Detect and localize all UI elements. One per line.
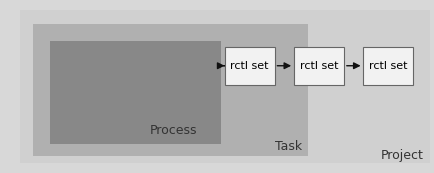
Text: Process: Process [150,124,197,137]
Text: rctl set: rctl set [230,61,269,71]
Bar [225,47,274,85]
Text: rctl set: rctl set [369,61,408,71]
Text: Task: Task [274,140,302,153]
Text: rctl set: rctl set [300,61,338,71]
Bar [294,47,344,85]
Bar [50,41,221,144]
Bar [33,24,308,156]
Text: Project: Project [380,149,423,162]
Bar [20,10,430,163]
Bar [364,47,413,85]
